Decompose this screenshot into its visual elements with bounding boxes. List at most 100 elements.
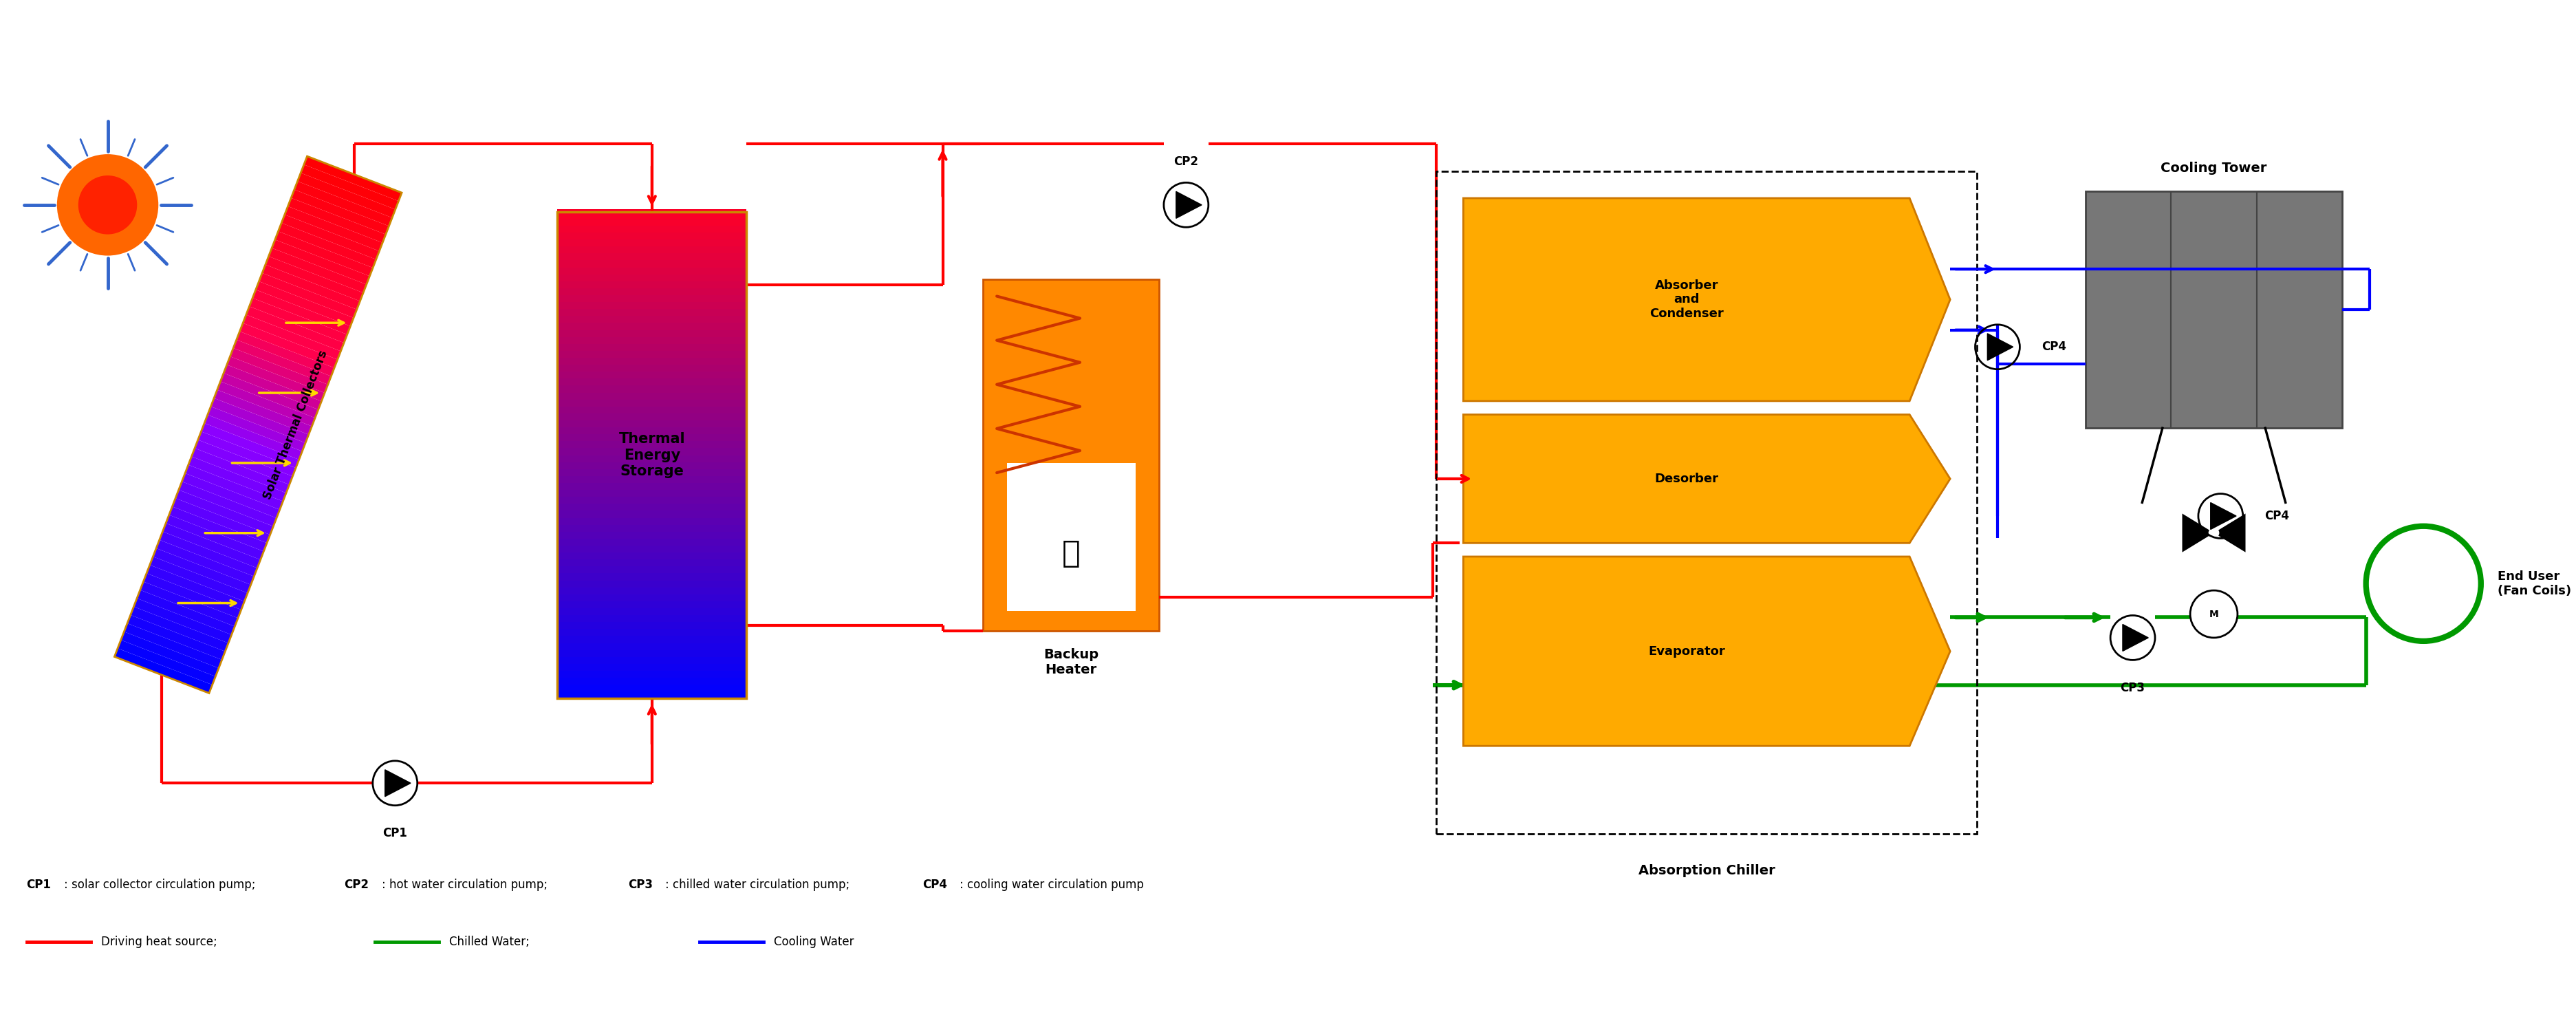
Bar [984,280,1159,631]
Text: CP2: CP2 [345,878,368,891]
Polygon shape [183,474,281,518]
Bar [556,563,747,574]
Polygon shape [278,223,376,267]
Polygon shape [2182,514,2213,552]
Text: Cooling Water: Cooling Water [773,936,853,948]
Polygon shape [268,248,366,293]
Bar [556,230,747,239]
Text: Desorber: Desorber [1654,473,1718,485]
Polygon shape [304,156,402,201]
Polygon shape [2213,514,2246,552]
Polygon shape [222,374,319,418]
Text: Driving heat source;: Driving heat source; [100,936,216,948]
Bar [556,599,747,608]
Polygon shape [234,340,332,385]
Bar [556,612,747,622]
Text: Evaporator: Evaporator [1649,645,1726,657]
Polygon shape [170,507,268,551]
Polygon shape [188,456,286,502]
Polygon shape [175,490,273,535]
Polygon shape [211,398,309,443]
Polygon shape [296,173,394,218]
Text: Solar Thermal Collectors: Solar Thermal Collectors [260,349,330,501]
Polygon shape [173,498,270,543]
Polygon shape [162,523,260,568]
Bar [556,675,747,684]
Bar [556,355,747,364]
Text: End User
(Fan Coils): End User (Fan Coils) [2499,571,2571,596]
Polygon shape [240,323,337,367]
Bar [556,543,747,552]
Text: 🔥: 🔥 [1061,539,1079,569]
Text: CP1: CP1 [384,827,407,839]
Polygon shape [227,356,325,401]
Polygon shape [191,448,289,493]
Bar [556,571,747,580]
Polygon shape [147,565,245,610]
Polygon shape [286,206,381,251]
Polygon shape [301,164,399,209]
Circle shape [77,175,137,234]
Polygon shape [1463,198,1950,401]
Polygon shape [2210,503,2236,529]
Bar [556,474,747,483]
Polygon shape [1463,556,1950,746]
Polygon shape [201,423,299,467]
Polygon shape [214,390,312,434]
Text: : chilled water circulation pump;: : chilled water circulation pump; [665,878,853,891]
Polygon shape [1463,415,1950,543]
Bar [556,557,747,567]
Polygon shape [134,599,232,643]
Bar [556,494,747,504]
Polygon shape [294,182,392,226]
Polygon shape [281,215,379,259]
Polygon shape [209,407,307,451]
Polygon shape [216,382,314,426]
Polygon shape [118,640,216,685]
Bar [556,626,747,636]
Bar [1007,463,1136,611]
Bar [556,529,747,539]
Bar [556,466,747,476]
Polygon shape [291,190,389,234]
Bar [556,411,747,420]
Polygon shape [131,607,229,651]
Bar [556,258,747,267]
Text: Chilled Water;: Chilled Water; [448,936,531,948]
Bar [556,236,747,247]
Polygon shape [124,623,222,668]
Polygon shape [242,315,340,359]
Polygon shape [289,198,386,243]
Polygon shape [276,231,374,277]
Polygon shape [237,331,335,377]
Polygon shape [185,464,283,510]
Text: : hot water circulation pump;: : hot water circulation pump; [381,878,551,891]
Bar [556,208,747,219]
Polygon shape [224,364,322,410]
Polygon shape [260,273,358,318]
Bar [556,390,747,399]
Bar [2087,191,2342,428]
Text: CP3: CP3 [2120,682,2146,695]
Text: M: M [2210,609,2218,619]
Bar [556,299,747,309]
Bar [556,369,747,379]
Bar [556,314,747,323]
Polygon shape [247,307,345,351]
Text: Backup
Heater: Backup Heater [1043,648,1100,676]
Polygon shape [137,590,234,635]
Bar [556,376,747,386]
Text: : cooling water circulation pump: : cooling water circulation pump [961,878,1144,891]
Bar [556,307,747,316]
Polygon shape [250,298,348,343]
Polygon shape [255,282,353,326]
Bar [556,682,747,691]
Polygon shape [229,348,327,393]
Polygon shape [139,582,237,626]
Bar [556,508,747,518]
Polygon shape [113,648,211,694]
Bar [556,606,747,615]
Bar [556,292,747,302]
Text: CP4: CP4 [922,878,948,891]
Polygon shape [178,482,276,526]
